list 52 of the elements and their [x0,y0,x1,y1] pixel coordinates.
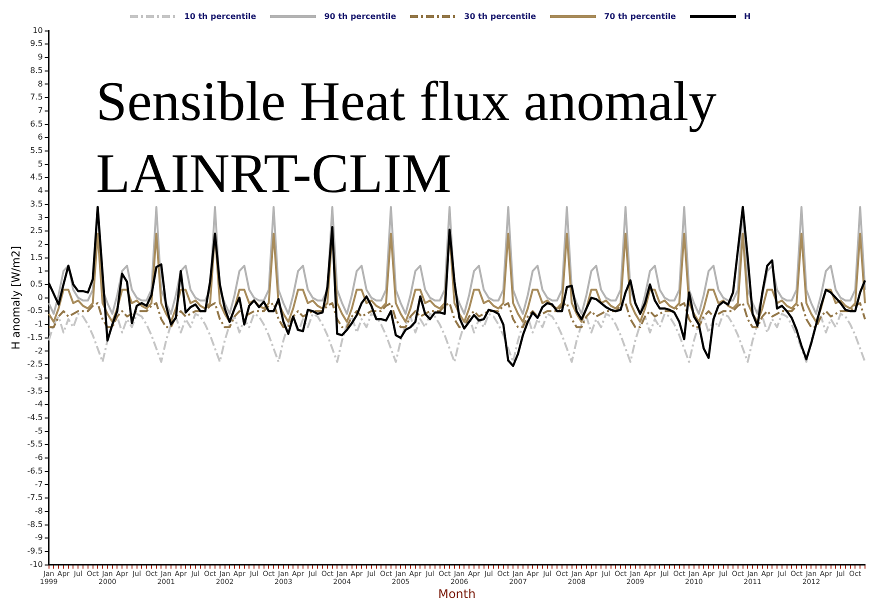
y-tick-label: -9.5 [27,546,43,556]
y-tick-label: -6 [34,453,43,462]
y-tick-label: -8 [34,506,43,516]
y-axis-title: H anomaly [W/m2] [9,246,22,350]
y-tick-label: 0 [38,292,43,302]
y-tick-label: -0.5 [27,306,43,316]
y-tick-label: -6.5 [27,466,43,476]
line-series [48,312,866,363]
y-tick-label: 5.5 [30,146,43,156]
y-tick-label: 6.5 [30,119,43,128]
y-tick-label: 9 [38,52,43,62]
legend-label: 10 th percentile [184,12,256,20]
y-tick-label: -1.5 [27,332,43,342]
y-tick-label: 10 [32,26,43,35]
y-tick-label: 4.5 [30,172,43,182]
legend-label: 30 th percentile [464,12,536,20]
y-tick-label: -3 [34,372,43,382]
y-tick-label: 6 [38,132,43,142]
y-tick-label: -8.5 [27,520,43,529]
y-tick-label: -7 [34,480,43,489]
y-tick-label: 8.5 [30,66,43,75]
y-tick-label: -4.5 [27,413,43,422]
y-tick-label: 3.5 [30,199,43,208]
y-tick-label: 5 [38,159,43,168]
y-tick-label: -5 [34,426,43,436]
y-tick-label: 2 [38,239,43,248]
y-tick-label: -2 [34,346,43,356]
y-tick-label: 1 [38,266,43,276]
legend-label: H [744,12,751,20]
line-series [48,302,866,328]
y-tick-label: 4 [38,186,43,196]
text: LAINRT-CLIM [96,142,452,207]
legend-label: 70 th percentile [604,12,676,20]
y-tick-label: -7.5 [27,493,43,502]
y-tick-label: -1 [34,320,43,329]
legend-label: 90 th percentile [324,12,396,20]
y-tick-label: 7.5 [30,92,43,102]
text: Sensible Heat flux anomaly [96,70,717,135]
y-tick-label: 0.5 [30,280,43,289]
y-tick-label: 1.5 [30,252,43,262]
y-tick-label: -2.5 [27,360,43,369]
y-tick-label: 2.5 [30,226,43,236]
y-tick-label: 7 [38,106,43,115]
y-tick-label: -5.5 [27,440,43,449]
y-tick-label: 9.5 [30,39,43,48]
y-tick-label: -10 [30,560,43,569]
x-axis-title: Month [438,586,476,601]
y-tick-label: -3.5 [27,386,43,396]
y-tick-label: 8 [38,79,43,88]
y-tick-label: -9 [34,533,43,542]
y-tick-label: -4 [34,400,43,409]
y-tick-label: 3 [38,212,43,222]
